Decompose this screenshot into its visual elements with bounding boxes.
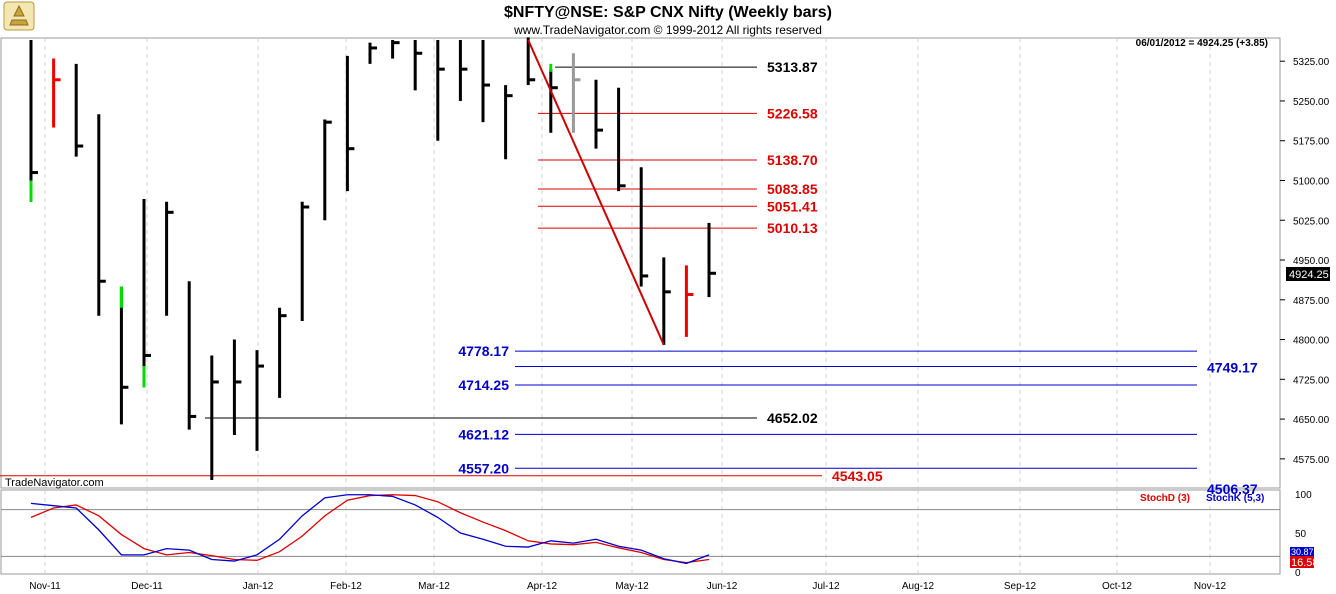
level-label: 4543.05 xyxy=(832,468,883,484)
last-price-box xyxy=(1286,267,1330,281)
level-label: 4621.12 xyxy=(458,426,509,442)
y-axis-label: 5250.00 xyxy=(1293,97,1330,108)
date-value-readout: 06/01/2012 = 4924.25 (+3.85) xyxy=(1136,38,1268,49)
y-axis-label: 4800.00 xyxy=(1293,336,1330,347)
stochastic-line xyxy=(30,494,710,564)
x-axis-label: Aug-12 xyxy=(902,581,935,592)
y-axis-label: 5025.00 xyxy=(1293,216,1330,227)
price-bars xyxy=(29,37,716,481)
price-axis-ticks: 5325.00 5250.00 5175.00 5100.00 5025.00 4950.… xyxy=(1280,57,1330,466)
x-axis-label: Mar-12 xyxy=(418,581,450,592)
x-axis-label: Sep-12 xyxy=(1004,581,1037,592)
legend-stochk: StochK (5,3) xyxy=(1206,493,1264,504)
vertical-grid xyxy=(44,38,1211,574)
x-axis-label: May-12 xyxy=(615,581,649,592)
level-label: 4714.25 xyxy=(458,377,509,393)
stochastic-axis-label: 0 xyxy=(1295,568,1301,579)
stochastic-line xyxy=(30,494,710,565)
stochastic-panel-border xyxy=(0,489,1281,575)
level-label: 4652.02 xyxy=(767,410,818,426)
level-label: 5083.85 xyxy=(767,181,818,197)
stochk-value: 30.87 xyxy=(1291,547,1314,557)
stochastic-axis-label: 100 xyxy=(1295,490,1312,501)
level-label: 5226.58 xyxy=(767,105,818,121)
price-panel-border xyxy=(0,37,1281,489)
x-axis-label: Jan-12 xyxy=(243,581,274,592)
level-label: 5138.70 xyxy=(767,152,818,168)
x-axis-label: Nov-11 xyxy=(29,581,61,592)
chart-title: $NFTY@NSE: S&P CNX Nifty (Weekly bars) xyxy=(504,4,832,21)
date-axis-labels: Nov-11 Dec-11 Jan-12 Feb-12 Mar-12 Apr-12 May-… xyxy=(29,581,1226,592)
last-price-label: 4924.25 xyxy=(1289,269,1329,281)
level-label: 4557.20 xyxy=(458,460,509,476)
y-axis-label: 5175.00 xyxy=(1293,137,1330,148)
trend-line xyxy=(527,39,665,346)
logo-icon xyxy=(3,1,35,31)
y-axis-label: 5325.00 xyxy=(1293,57,1330,68)
stochastic-axis-ticks: 100 50 0 xyxy=(1295,490,1312,579)
stochastic-lines xyxy=(30,494,710,565)
x-axis-label: Dec-11 xyxy=(131,581,163,592)
y-axis-label: 5100.00 xyxy=(1293,176,1330,187)
level-label: 5051.41 xyxy=(767,198,818,214)
x-axis-label: Jun-12 xyxy=(707,581,738,592)
level-label: 4506.37 xyxy=(1207,481,1258,497)
legend-stochd: StochD (3) xyxy=(1140,493,1190,504)
stochastic-axis-label: 50 xyxy=(1295,529,1307,540)
y-axis-label: 4575.00 xyxy=(1293,455,1330,466)
x-axis-label: Jul-12 xyxy=(812,581,840,592)
x-axis-label: Oct-12 xyxy=(1102,581,1132,592)
stochd-value-box xyxy=(1290,556,1314,568)
level-label: 5010.13 xyxy=(767,220,818,236)
level-label: 4749.17 xyxy=(1207,359,1258,375)
level-label: 4778.17 xyxy=(458,343,509,359)
x-axis-label: Nov-12 xyxy=(1194,581,1227,592)
stochd-value: 16.58 xyxy=(1291,557,1319,569)
y-axis-label: 4650.00 xyxy=(1293,415,1330,426)
stochk-value-box xyxy=(1290,547,1314,556)
x-axis-label: Apr-12 xyxy=(527,581,557,592)
copyright-text: www.TradeNavigator.com © 1999-2012 All r… xyxy=(513,23,822,37)
y-axis-label: 4875.00 xyxy=(1293,296,1330,307)
level-label: 5313.87 xyxy=(767,59,818,75)
watermark: TradeNavigator.com xyxy=(5,477,104,489)
y-axis-label: 4725.00 xyxy=(1293,375,1330,386)
y-axis-label: 4950.00 xyxy=(1293,256,1330,267)
x-axis-label: Feb-12 xyxy=(330,581,362,592)
